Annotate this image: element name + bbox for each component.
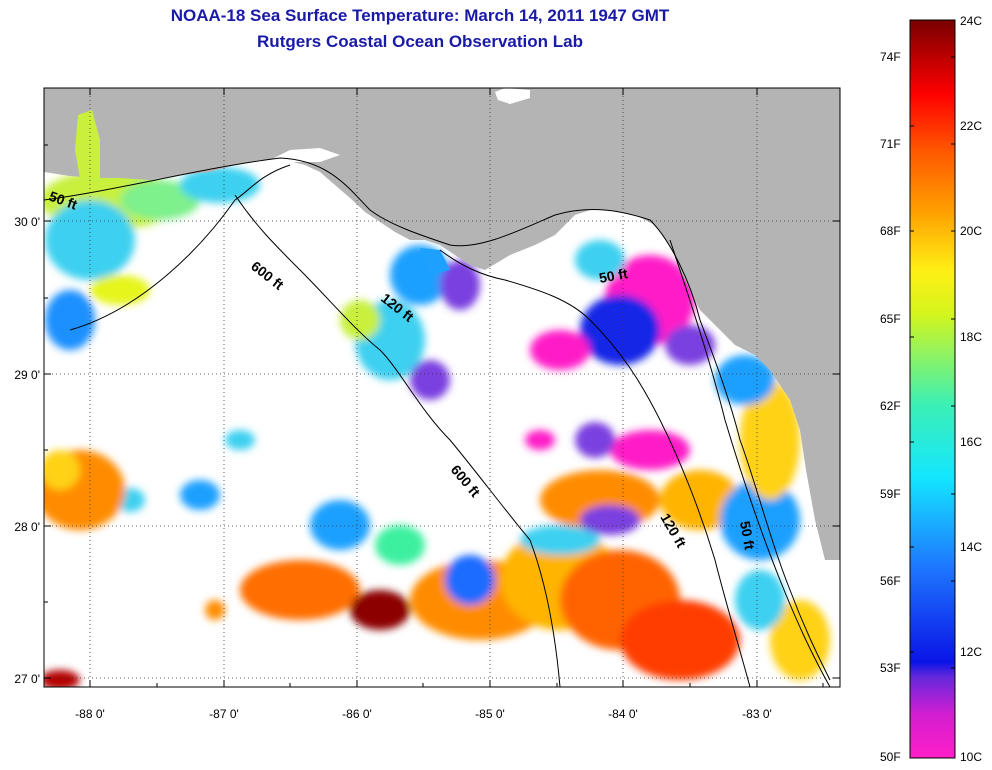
sst-field [44, 115, 830, 687]
lat-label: 30 0' [14, 215, 40, 229]
lon-label: -88 0' [75, 707, 105, 721]
colorbar-fahrenheit-label: 56F [880, 574, 901, 588]
colorbar-celsius-label: 12C [960, 645, 983, 659]
tick-marks [44, 88, 840, 687]
lon-label: -83 0' [742, 707, 772, 721]
lat-label: 27 0' [14, 672, 40, 686]
land-area [44, 88, 840, 560]
colorbar-fahrenheit-label: 62F [880, 399, 901, 413]
colorbar [909, 19, 956, 759]
contour-label: 50 ft [598, 265, 629, 286]
colorbar-celsius-label: 20C [960, 224, 983, 238]
map-frame [43, 87, 841, 688]
colorbar-celsius-label: 10C [960, 750, 983, 764]
lon-label: -85 0' [475, 707, 505, 721]
contour-label: 50 ft [737, 520, 758, 551]
map-title: NOAA-18 Sea Surface Temperature: March 1… [170, 6, 670, 25]
lat-label: 28 0' [14, 520, 40, 534]
colorbar-fahrenheit-label: 65F [880, 312, 901, 326]
lat-label: 29 0' [14, 368, 40, 382]
colorbar-celsius-label: 22C [960, 119, 983, 133]
colorbar-fahrenheit-label: 50F [880, 750, 901, 764]
lon-label: -87 0' [209, 707, 239, 721]
colorbar-fahrenheit-label: 53F [880, 661, 901, 675]
colorbar-celsius-label: 16C [960, 435, 983, 449]
bathymetry-contours [44, 157, 831, 687]
colorbar-fahrenheit-label: 59F [880, 487, 901, 501]
map-subtitle: Rutgers Coastal Ocean Observation Lab [257, 32, 583, 51]
colorbar-fahrenheit-label: 71F [880, 137, 901, 151]
colorbar-ticks [910, 56, 955, 669]
colorbar-fahrenheit-label: 74F [880, 50, 901, 64]
lon-label: -86 0' [342, 707, 372, 721]
colorbar-fahrenheit-label: 68F [880, 224, 901, 238]
graticule [44, 88, 840, 687]
lon-label: -84 0' [608, 707, 638, 721]
colorbar-celsius-label: 18C [960, 330, 983, 344]
colorbar-celsius-label: 24C [960, 14, 983, 28]
colorbar-celsius-label: 14C [960, 540, 983, 554]
